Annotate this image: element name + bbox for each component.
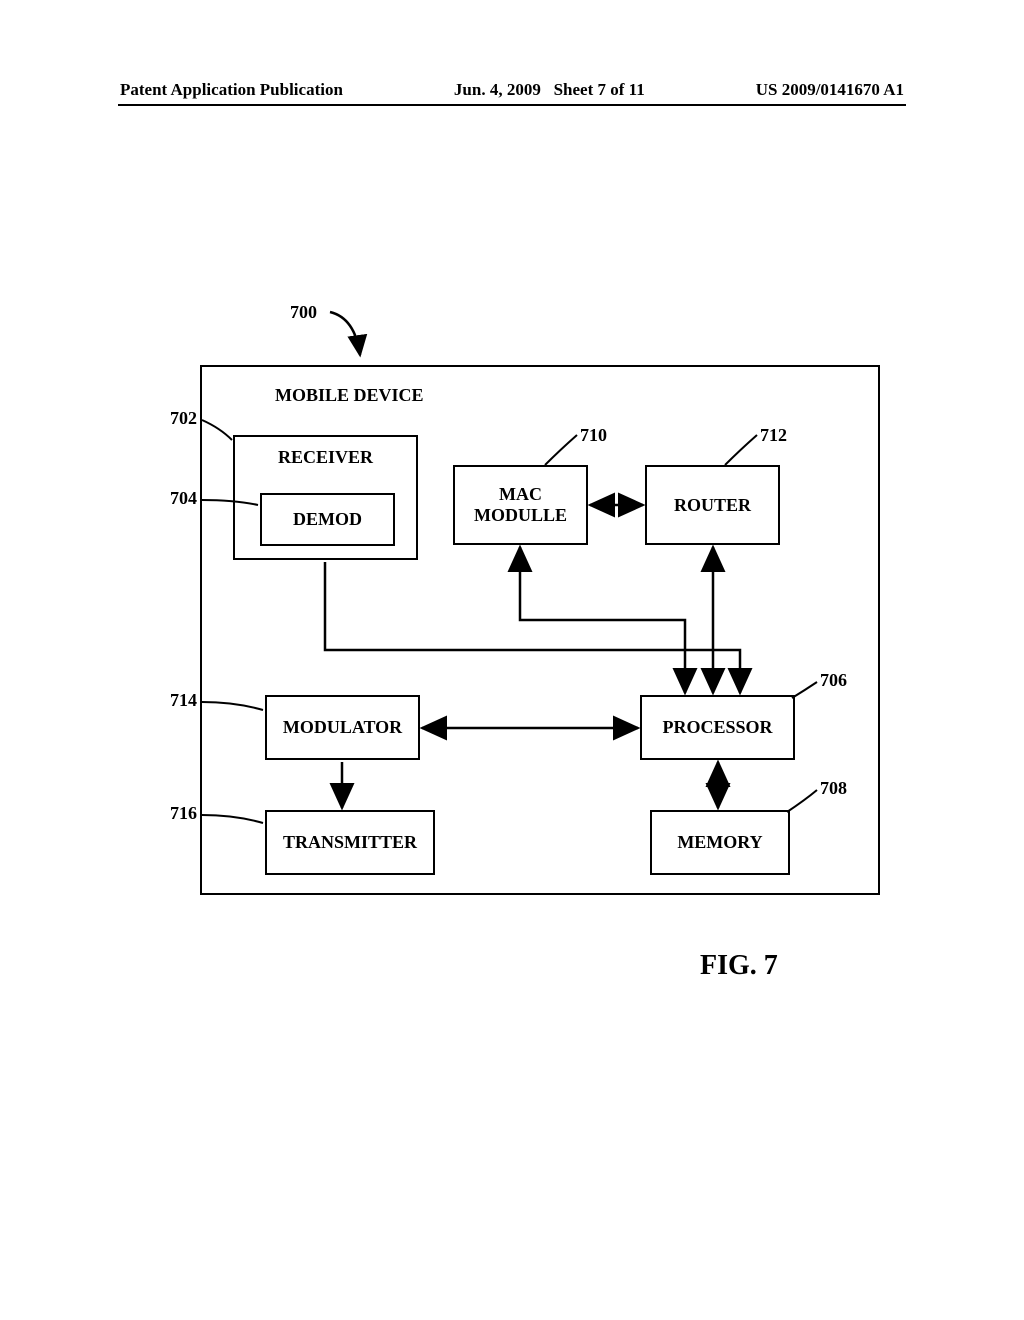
ref-708: 708 — [820, 778, 847, 799]
header-center: Jun. 4, 2009 Sheet 7 of 11 — [454, 80, 645, 100]
mac-label: MAC MODULLE — [455, 484, 586, 526]
ref-714: 714 — [170, 690, 197, 711]
header-right: US 2009/0141670 A1 — [756, 80, 904, 100]
demod-label: DEMOD — [293, 509, 362, 530]
router-box: ROUTER — [645, 465, 780, 545]
page-header: Patent Application Publication Jun. 4, 2… — [0, 80, 1024, 100]
memory-label: MEMORY — [677, 832, 762, 853]
ref-716: 716 — [170, 803, 197, 824]
mobile-device-title: MOBILE DEVICE — [275, 385, 424, 406]
figure-diagram: 700 MOBILE DEVICE RECEIVER DEMOD MAC MOD… — [120, 300, 900, 1000]
transmitter-label: TRANSMITTER — [283, 832, 417, 853]
ref-712: 712 — [760, 425, 787, 446]
figure-caption: FIG. 7 — [700, 950, 778, 982]
mac-box: MAC MODULLE — [453, 465, 588, 545]
receiver-label: RECEIVER — [278, 447, 373, 468]
memory-box: MEMORY — [650, 810, 790, 875]
demod-box: DEMOD — [260, 493, 395, 546]
processor-box: PROCESSOR — [640, 695, 795, 760]
modulator-box: MODULATOR — [265, 695, 420, 760]
modulator-label: MODULATOR — [283, 717, 402, 738]
router-label: ROUTER — [674, 495, 751, 516]
transmitter-box: TRANSMITTER — [265, 810, 435, 875]
ref-700: 700 — [290, 302, 317, 323]
ref-710: 710 — [580, 425, 607, 446]
ref-702: 702 — [170, 408, 197, 429]
processor-label: PROCESSOR — [662, 717, 772, 738]
ref-706: 706 — [820, 670, 847, 691]
header-left: Patent Application Publication — [120, 80, 343, 100]
header-rule — [118, 104, 906, 106]
ref-704: 704 — [170, 488, 197, 509]
